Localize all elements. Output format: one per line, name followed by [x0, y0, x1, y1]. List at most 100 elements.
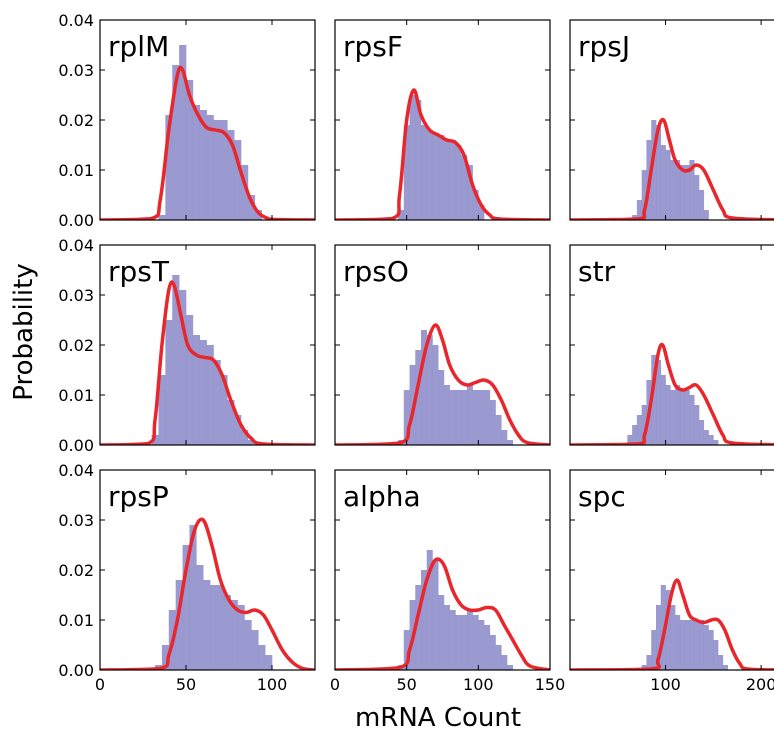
x-tick-label: 0 [95, 675, 105, 694]
histogram-bar [495, 415, 502, 445]
histogram-bar [665, 150, 671, 220]
histogram-bar [713, 440, 719, 445]
histogram-bar [220, 120, 228, 220]
histogram-bar [651, 355, 657, 445]
histogram-bar [421, 125, 428, 220]
histogram-bar [507, 665, 514, 670]
histogram-bar [478, 390, 485, 445]
histogram-bar [694, 175, 700, 220]
histogram-bar [213, 120, 221, 220]
histogram-bar [192, 105, 201, 220]
histogram-bar [237, 605, 245, 670]
histogram-bar [421, 570, 428, 670]
y-tick-label: 0.00 [58, 211, 94, 230]
histogram-bar [216, 585, 225, 670]
histogram-bar [466, 165, 473, 220]
histogram-bar [251, 630, 259, 670]
panel-rpsO: rpsO [334, 244, 551, 446]
histogram-bar [684, 390, 690, 445]
x-tick-label: 100 [257, 675, 288, 694]
histogram-bar [244, 620, 252, 670]
histogram-bar [158, 375, 166, 445]
histogram-bar [182, 545, 190, 670]
x-axis-title: mRNA Count [355, 703, 521, 733]
histogram-bar [718, 655, 724, 670]
histogram-bar [689, 395, 695, 445]
histogram-bar [679, 620, 685, 670]
histogram-bar [443, 605, 450, 670]
panel-label: alpha [343, 480, 421, 513]
fit-curve [335, 323, 550, 445]
histogram-bar [472, 615, 479, 670]
histogram-bar [241, 165, 249, 220]
plot-area [335, 550, 550, 670]
histogram-bar [206, 345, 214, 445]
fit-curve [100, 517, 315, 670]
histogram-bar [426, 130, 433, 220]
x-tick-label: 50 [176, 675, 196, 694]
histogram-bar [421, 330, 428, 445]
x-tick-label: 200 [746, 675, 774, 694]
x-tick-label: 50 [396, 675, 416, 694]
fit-curve [570, 117, 774, 220]
histogram-bar [466, 385, 473, 445]
histogram-bar [703, 210, 709, 220]
histogram-bar [151, 435, 159, 445]
histogram-bar [507, 440, 514, 445]
histogram-bar [708, 630, 714, 670]
histogram-bar [461, 155, 468, 220]
fit-curve [100, 65, 315, 220]
y-tick-label: 0.02 [58, 111, 94, 130]
histogram-bar [455, 145, 462, 220]
histogram-bar [443, 140, 450, 220]
histogram-bar [484, 390, 491, 445]
histogram-bar [158, 215, 166, 220]
histogram-bar [495, 645, 502, 670]
histogram-bar [172, 275, 180, 445]
histogram-bar [461, 615, 468, 670]
histogram-bar [241, 430, 249, 445]
histogram-bar [213, 360, 221, 445]
histogram-bar [675, 615, 681, 670]
histogram-bar [660, 145, 666, 220]
histogram-bar [403, 630, 410, 670]
histogram-bar [703, 625, 709, 670]
histogram-bar [426, 550, 433, 670]
histogram-bar [489, 635, 496, 670]
histogram-bar [722, 665, 728, 670]
histogram-bar [438, 135, 445, 220]
histogram-bar [258, 645, 266, 670]
histogram-bar [646, 655, 652, 670]
histogram-bar [679, 390, 685, 445]
histogram-bar [432, 345, 439, 445]
histogram-bar [199, 110, 207, 220]
fit-curve [335, 557, 550, 670]
histogram-bar [484, 625, 491, 670]
histogram-bar [165, 115, 173, 220]
y-tick-label: 0.02 [58, 336, 94, 355]
plot-area [100, 45, 315, 220]
histogram-bar [689, 160, 695, 220]
y-axis-title: Probability [9, 263, 39, 400]
histogram-bar [466, 610, 473, 670]
histogram-bar [179, 290, 187, 445]
histogram-bar [179, 45, 187, 220]
histogram-bar [660, 375, 666, 445]
histogram-bar [415, 585, 422, 670]
histogram-bar [455, 390, 462, 445]
histogram-bar [461, 390, 468, 445]
y-tick-label: 0.00 [58, 661, 94, 680]
histogram-bar [449, 610, 456, 670]
histogram-bar [656, 360, 662, 445]
histogram-bar [651, 630, 657, 670]
histogram-bar [398, 210, 405, 220]
y-tick-label: 0.04 [58, 461, 94, 480]
histogram-bar [206, 115, 214, 220]
y-tick-label: 0.01 [58, 161, 94, 180]
histogram-bar [409, 95, 416, 220]
histogram-bar [699, 420, 705, 445]
histogram-bar [636, 415, 642, 445]
panel-rpsP: rpsP [99, 469, 316, 671]
histogram-bar [415, 100, 422, 220]
